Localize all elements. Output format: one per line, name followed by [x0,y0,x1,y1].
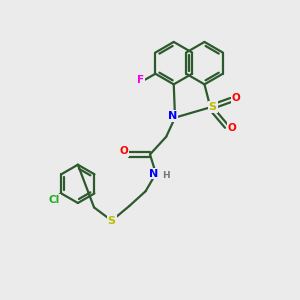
Text: O: O [232,94,241,103]
Text: Cl: Cl [49,195,60,205]
Text: S: S [108,216,116,226]
Text: N: N [149,169,158,178]
Text: O: O [227,123,236,133]
Text: F: F [137,75,144,85]
Text: N: N [168,111,177,121]
Text: S: S [209,102,217,112]
Text: H: H [162,171,170,180]
Text: O: O [120,146,128,157]
